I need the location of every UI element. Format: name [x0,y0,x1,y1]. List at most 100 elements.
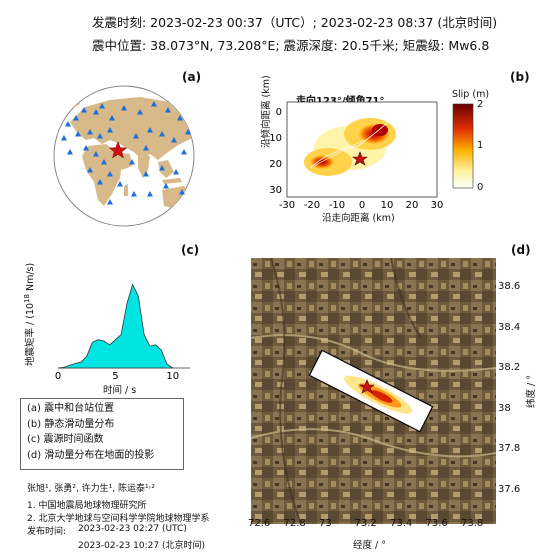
station-triangle-icon [181,149,187,155]
slip-xtick-label: -20 [304,200,320,211]
slip-xtick-label: 10 [381,200,394,211]
slip-xlabel: 沿走向距离 (km) [322,213,395,224]
terrain-ytick-label: 38.6 [498,281,521,292]
slip-ytick-label: 30 [269,185,282,196]
slip-yticks: 0 10 20 30 [269,107,282,196]
station-triangle-icon [87,129,93,135]
stf-ylabel: 地震矩率 / (1018 Nm/s) [22,262,36,366]
slip-ytick-label: 10 [269,133,282,144]
terrain-xtick-label: 73.6 [425,518,448,529]
station-triangle-icon [117,181,123,187]
station-triangle-icon [73,115,79,121]
origin-time-line: 发震时刻: 2023-02-23 00:37（UTC）; 2023-02-23 … [92,15,498,30]
seismic-stations [61,101,191,205]
panel-b-label: (b) [510,70,530,84]
station-triangle-icon [147,127,153,133]
station-triangle-icon [81,107,87,113]
terrain-xtick-label: 73.2 [354,518,377,529]
terrain-ylabel: 纬度 / ° [526,375,537,408]
affiliation-2: 2. 北京大学地球与空间科学学院地球物理学系 [27,514,210,524]
slip-ytick-label: 0 [276,107,282,118]
slip-xtick-label: 0 [359,200,365,211]
terrain-ytick-label: 37.6 [498,483,521,495]
slip-ylabel: 沿倾向距离 (km) [261,75,272,148]
stf-xlabel: 时间 / s [103,385,137,396]
legend-item-b: (b) 静态滑动量分布 [27,418,115,430]
station-triangle-icon [137,109,143,115]
terrain-ytick-label: 38.2 [498,362,521,373]
stf-xtick-label: 10 [166,371,179,382]
terrain-xtick-label: 72.6 [248,518,271,529]
slip-ytick-label: 20 [269,159,282,170]
panel-legend: (a) 震中和台站位置 (b) 静态滑动量分布 (c) 震源时间函数 (d) 滑… [20,398,184,470]
fault-plane-title: 走向123°/倾角71° [296,96,385,107]
stf-area [57,283,175,369]
slip-xticks: -30 -20 -10 0 10 20 30 [279,200,444,211]
slip-xtick-label: 20 [406,200,419,211]
release-time-utc: 2023-02-23 02:27 (UTC) [78,524,187,534]
terrain-projection-map [251,258,496,524]
terrain-xtick-label: 73.8 [461,518,484,529]
station-triangle-icon [185,129,191,135]
legend-item-c: (c) 震源时间函数 [27,434,104,445]
station-triangle-icon [65,121,71,127]
station-triangle-icon [107,199,113,205]
station-triangle-icon [107,127,113,133]
slip-colorbar [452,103,474,189]
panel-c-label: (c) [181,243,200,257]
station-triangle-icon [97,179,103,185]
station-triangle-icon [109,115,115,121]
station-triangle-icon [133,133,139,139]
station-triangle-icon [99,103,105,109]
station-triangle-icon [93,109,99,115]
slip-xtick-label: 30 [431,200,444,211]
station-triangle-icon [173,169,179,175]
release-time-beijing: 2023-02-23 10:27 (北京时间) [78,541,205,551]
station-triangle-icon [83,145,89,151]
colorbar-title: Slip (m) [452,89,490,100]
station-triangle-icon [177,115,183,121]
terrain-xtick-label: 73.4 [390,518,413,529]
station-triangle-icon [61,135,67,141]
terrain-xtick-label: 73 [319,518,332,529]
affiliation-1: 1. 中国地震局地球物理研究所 [27,501,147,511]
station-triangle-icon [143,171,149,177]
station-triangle-icon [151,101,157,107]
release-label: 发布时间: [27,527,67,537]
terrain-ytick-label: 37.8 [498,443,521,454]
source-time-function-plot: 0 5 10 [55,283,190,382]
colorbar-tick-max: 2 [477,99,484,110]
station-globe-map [53,85,195,227]
station-triangle-icon [147,191,153,197]
stf-xtick-label: 0 [55,371,61,382]
station-triangle-icon [171,137,177,143]
panel-d-label: (d) [511,243,531,257]
projection-epicenter-star-icon [359,379,375,394]
legend-item-a: (a) 震中和台站位置 [27,403,115,414]
station-triangle-icon [121,105,127,111]
station-triangle-icon [143,145,149,151]
station-triangle-icon [129,159,135,165]
stf-xticks: 0 5 10 [55,371,179,382]
station-triangle-icon [101,159,107,165]
colorbar-tick-min: 0 [477,182,484,193]
station-triangle-icon [163,183,169,189]
authors: 张旭¹, 张勇², 许力生¹, 陈运泰¹˒² [27,484,155,494]
station-triangle-icon [159,131,165,137]
station-triangle-icon [131,191,137,197]
station-triangle-icon [87,167,93,173]
terrain-ytick-label: 38 [498,402,511,414]
slip-xtick-label: -10 [329,200,345,211]
slip-xtick-label: -30 [279,200,295,211]
epicenter-line: 震中位置: 38.073°N, 73.208°E; 震源深度: 20.5千米; … [92,38,490,53]
terrain-xlabel: 经度 / ° [353,540,386,551]
station-triangle-icon [179,189,185,195]
hypocenter-star-icon [352,151,368,166]
colorbar-tick-mid: 1 [477,140,484,151]
slip-patch [304,118,396,176]
station-triangle-icon [159,165,165,171]
station-triangle-icon [93,151,99,157]
station-triangle-icon [75,131,81,137]
station-triangle-icon [97,133,103,139]
stf-xtick-label: 5 [112,371,118,382]
